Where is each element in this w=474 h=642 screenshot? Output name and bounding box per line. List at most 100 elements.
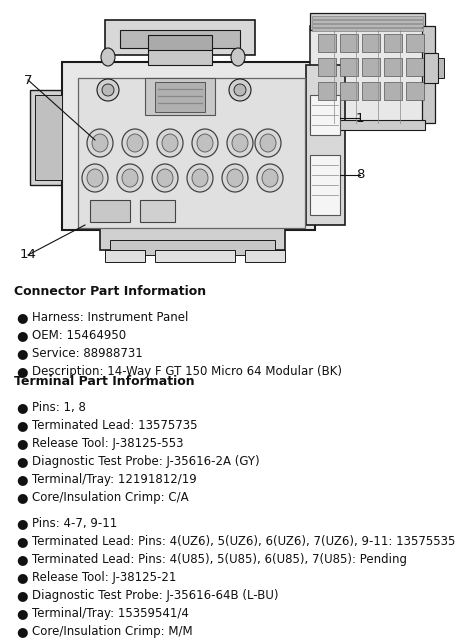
Ellipse shape (122, 129, 148, 157)
Bar (245, 250, 285, 262)
Text: Release Tool: J-38125-21: Release Tool: J-38125-21 (32, 571, 176, 584)
Bar (362, 82, 380, 100)
Text: Harness: Instrument Panel: Harness: Instrument Panel (32, 311, 188, 324)
Ellipse shape (117, 164, 143, 192)
Bar (62, 62, 315, 230)
Bar (155, 250, 235, 262)
Text: Description: 14-Way F GT 150 Micro 64 Modular (BK): Description: 14-Way F GT 150 Micro 64 Mo… (32, 365, 342, 378)
Text: Pins: 1, 8: Pins: 1, 8 (32, 401, 86, 414)
Text: ●: ● (16, 517, 27, 530)
Bar (406, 82, 424, 100)
Ellipse shape (127, 134, 143, 152)
Ellipse shape (192, 129, 218, 157)
Bar (318, 34, 336, 52)
Bar (406, 58, 424, 76)
Text: Release Tool: J-38125-553: Release Tool: J-38125-553 (32, 437, 183, 450)
Bar (90, 200, 130, 222)
Text: Diagnostic Test Probe: J-35616-64B (L-BU): Diagnostic Test Probe: J-35616-64B (L-BU… (32, 589, 279, 602)
Bar (318, 58, 336, 76)
Text: 1: 1 (356, 112, 364, 125)
Ellipse shape (227, 129, 253, 157)
Bar (145, 78, 215, 115)
Text: Terminated Lead: Pins: 4(U85), 5(U85), 6(U85), 7(U85): Pending: Terminated Lead: Pins: 4(U85), 5(U85), 6… (32, 553, 407, 566)
Ellipse shape (187, 164, 213, 192)
Ellipse shape (157, 129, 183, 157)
Ellipse shape (222, 164, 248, 192)
Text: Diagnostic Test Probe: J-35616-2A (GY): Diagnostic Test Probe: J-35616-2A (GY) (32, 455, 260, 468)
Text: Core/Insulation Crimp: C/A: Core/Insulation Crimp: C/A (32, 491, 189, 504)
Bar (312, 28, 423, 31)
Text: ●: ● (16, 347, 27, 360)
Ellipse shape (255, 129, 281, 157)
Bar (384, 34, 402, 52)
Bar (310, 13, 425, 30)
Bar (78, 78, 305, 228)
Bar (310, 26, 425, 123)
Ellipse shape (192, 169, 208, 187)
Text: ●: ● (16, 625, 27, 638)
Ellipse shape (229, 79, 251, 101)
Text: ●: ● (16, 535, 27, 548)
Bar (312, 24, 423, 27)
Bar (310, 120, 425, 130)
Bar (100, 225, 285, 250)
Text: Connector Part Information: Connector Part Information (14, 285, 206, 298)
Text: 8: 8 (356, 168, 364, 182)
Text: Pins: 4-7, 9-11: Pins: 4-7, 9-11 (32, 517, 117, 530)
Ellipse shape (227, 169, 243, 187)
Bar (312, 20, 423, 23)
Text: Terminal/Tray: 15359541/4: Terminal/Tray: 15359541/4 (32, 607, 189, 620)
Bar (140, 200, 175, 222)
Text: ●: ● (16, 553, 27, 566)
Text: Service: 88988731: Service: 88988731 (32, 347, 143, 360)
Ellipse shape (122, 169, 138, 187)
Bar (384, 58, 402, 76)
Bar (105, 250, 145, 262)
Ellipse shape (232, 134, 248, 152)
Text: 7: 7 (24, 73, 32, 87)
Text: Core/Insulation Crimp: M/M: Core/Insulation Crimp: M/M (32, 625, 192, 638)
Text: Terminal Part Information: Terminal Part Information (14, 375, 195, 388)
Ellipse shape (102, 84, 114, 96)
Ellipse shape (260, 134, 276, 152)
Ellipse shape (197, 134, 213, 152)
Bar (148, 48, 212, 65)
Ellipse shape (234, 84, 246, 96)
Ellipse shape (262, 169, 278, 187)
Ellipse shape (87, 169, 103, 187)
Bar (105, 20, 255, 55)
Ellipse shape (101, 48, 115, 66)
Bar (340, 82, 358, 100)
Text: ●: ● (16, 455, 27, 468)
Ellipse shape (257, 164, 283, 192)
Text: ●: ● (16, 329, 27, 342)
Text: ●: ● (16, 437, 27, 450)
Bar (312, 16, 423, 19)
Bar (424, 53, 438, 83)
Bar (340, 58, 358, 76)
Ellipse shape (92, 134, 108, 152)
Bar (318, 82, 336, 100)
Bar (110, 240, 275, 255)
Ellipse shape (97, 79, 119, 101)
Text: Terminal/Tray: 12191812/19: Terminal/Tray: 12191812/19 (32, 473, 197, 486)
Bar (148, 35, 212, 50)
Ellipse shape (162, 134, 178, 152)
Text: ●: ● (16, 589, 27, 602)
Bar (362, 34, 380, 52)
Text: ●: ● (16, 401, 27, 414)
Bar (155, 82, 205, 112)
Ellipse shape (87, 129, 113, 157)
Text: 14: 14 (19, 248, 36, 261)
Ellipse shape (82, 164, 108, 192)
Ellipse shape (157, 169, 173, 187)
Text: ●: ● (16, 473, 27, 486)
Bar (306, 65, 345, 225)
Ellipse shape (231, 48, 245, 66)
Text: ●: ● (16, 365, 27, 378)
Bar (340, 34, 358, 52)
Text: ●: ● (16, 607, 27, 620)
Bar (406, 34, 424, 52)
Text: ●: ● (16, 419, 27, 432)
Text: OEM: 15464950: OEM: 15464950 (32, 329, 126, 342)
